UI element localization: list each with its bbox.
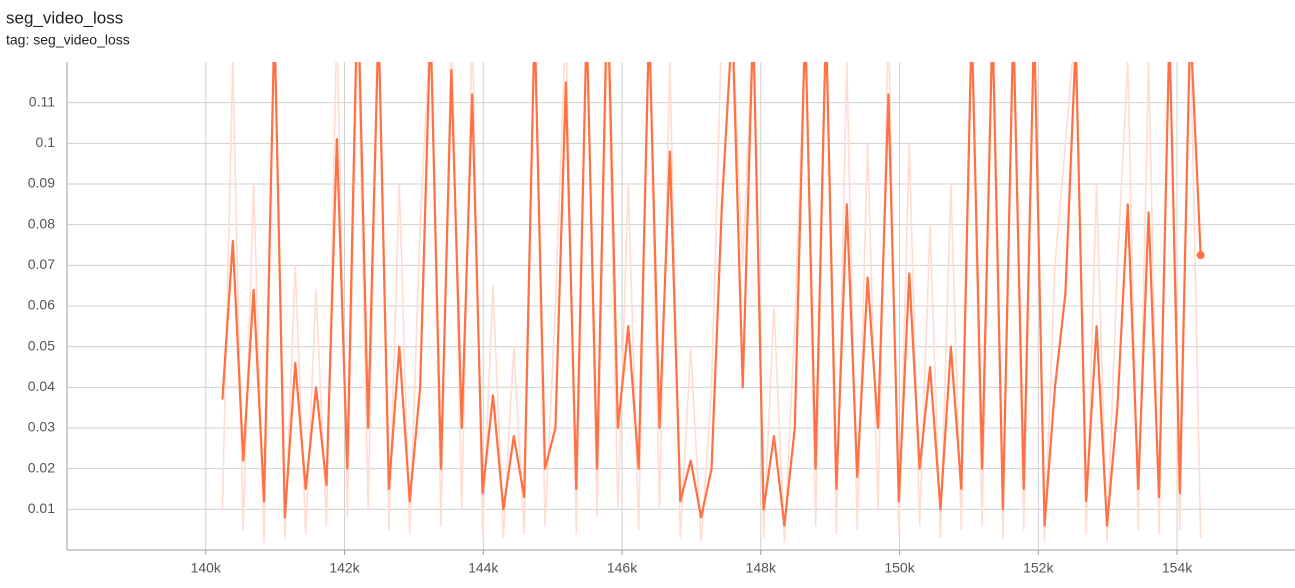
x-tick-label: 140k: [191, 560, 222, 576]
chart-subtitle: tag: seg_video_loss: [6, 32, 130, 48]
y-tick-label: 0.08: [28, 215, 55, 231]
x-tick-label: 154k: [1162, 560, 1193, 576]
y-tick-label: 0.03: [28, 419, 55, 435]
y-tick-label: 0.09: [28, 175, 55, 191]
series-line: [221, 62, 1202, 527]
x-tick-label: 148k: [746, 560, 777, 576]
y-tick-label: 0.04: [28, 378, 55, 394]
y-tick-label: 0.05: [28, 337, 55, 353]
y-tick-label: 0.11: [29, 93, 55, 109]
x-tick-label: 146k: [607, 560, 638, 576]
y-tick-label: 0.07: [28, 256, 55, 272]
chart-title: seg_video_loss: [6, 8, 123, 27]
y-tick-label: 0.1: [36, 134, 56, 150]
y-tick-label: 0.02: [28, 459, 55, 475]
last-point: [1196, 251, 1205, 260]
x-tick-label: 142k: [329, 560, 360, 576]
y-tick-label: 0.06: [28, 297, 55, 313]
y-tick-label: 0.01: [28, 500, 55, 516]
x-tick-label: 150k: [884, 560, 915, 576]
x-tick-label: 152k: [1023, 560, 1054, 576]
plot-area: [221, 62, 1205, 543]
x-tick-label: 144k: [468, 560, 499, 576]
